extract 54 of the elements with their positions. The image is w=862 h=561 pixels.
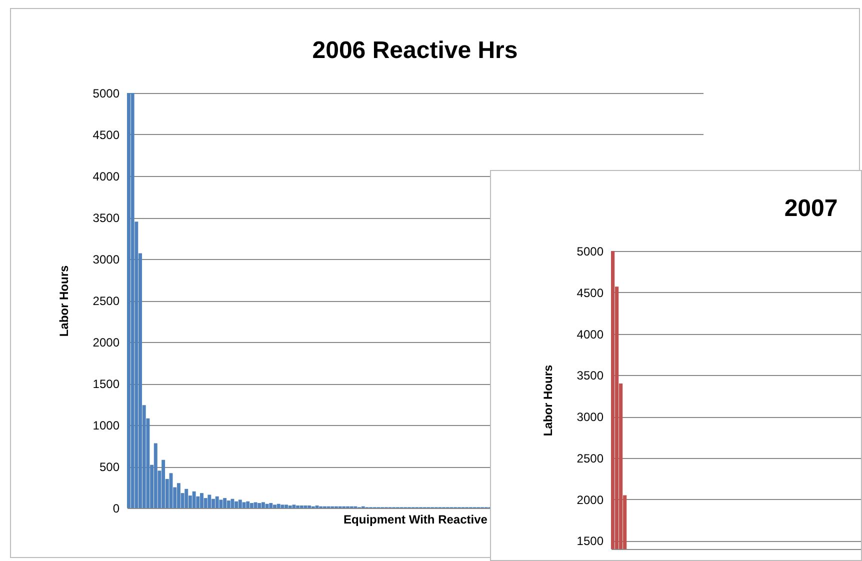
bar [223, 498, 227, 508]
bar [230, 498, 234, 508]
bar [273, 504, 276, 508]
bar [215, 496, 219, 508]
bar [226, 500, 230, 508]
y-tick-label: 4000 [92, 170, 120, 184]
y-tick-label: 5000 [92, 86, 120, 100]
bar [154, 443, 158, 508]
bar [250, 503, 254, 508]
y-tick-label: 3500 [576, 368, 604, 383]
y-tick-label: 2000 [576, 492, 604, 507]
y-tick-label: 3500 [92, 211, 120, 225]
bar [280, 504, 284, 508]
bar [276, 504, 280, 508]
y-tick-label: 2500 [576, 451, 604, 466]
y-tick-label: 3000 [576, 410, 604, 424]
bar [184, 488, 188, 508]
bar [238, 500, 242, 508]
y-tick-label: 4500 [576, 286, 604, 300]
y-tick-label: 4500 [92, 128, 120, 142]
bar [284, 504, 288, 508]
y-tick-label: 4000 [576, 327, 604, 342]
y-tick-label: 2000 [92, 336, 120, 350]
bar [246, 501, 250, 508]
bar [176, 483, 180, 508]
bar [261, 502, 265, 508]
chart-title: 2007 [784, 195, 838, 222]
bar [265, 504, 269, 508]
bar [130, 93, 134, 508]
bar [219, 500, 223, 508]
bar [208, 494, 212, 508]
y-axis-title: Labor Hours [56, 265, 71, 337]
y-tick-label: 0 [112, 502, 120, 516]
y-tick-label: 3000 [92, 252, 120, 266]
y-tick-label: 1000 [92, 418, 120, 432]
bar [200, 493, 204, 508]
bar [254, 502, 258, 508]
bar [269, 503, 273, 508]
y-tick-label: 500 [99, 460, 120, 474]
chart-title: 2006 Reactive Hrs [312, 37, 518, 64]
bar [162, 460, 166, 508]
y-tick-label: 1500 [92, 377, 120, 391]
bar [212, 498, 215, 508]
bar [242, 502, 246, 508]
y-tick-label: 2500 [92, 294, 120, 308]
bar [292, 504, 296, 508]
x-axis-title: Equipment With Reactive [344, 512, 488, 526]
y-axis-title: Labor Hours [540, 364, 555, 436]
bar [127, 93, 130, 508]
bar [234, 501, 238, 508]
y-tick-label: 1500 [576, 534, 604, 548]
bar [192, 491, 196, 508]
y-tick-label: 5000 [576, 244, 604, 258]
bar [258, 503, 262, 508]
